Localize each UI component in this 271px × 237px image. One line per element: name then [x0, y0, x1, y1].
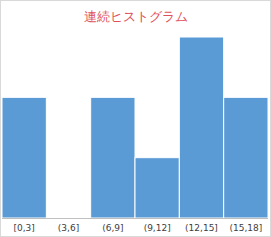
title: 連続ヒストグラム [84, 9, 188, 24]
bar [91, 97, 135, 218]
chart-border [1, 1, 271, 237]
bar [224, 97, 268, 218]
bars [2, 37, 268, 218]
x-tick-label: (3,6] [58, 223, 79, 233]
x-tick-label: (6,9] [102, 223, 123, 233]
x-tick-label: (12,15] [185, 223, 218, 233]
bar [2, 97, 46, 218]
bar [179, 37, 223, 218]
x-tick-label: [0,3] [13, 223, 34, 233]
bar [46, 218, 90, 219]
x-axis [2, 218, 268, 219]
bar [135, 158, 179, 218]
x-tick-label: (9,12] [144, 223, 171, 233]
x-tick-label: (15,18] [229, 223, 262, 233]
chart: 連続ヒストグラム [0,3] (3,6] (6,9] (9,12] (12,15] (15,… [0, 0, 271, 237]
